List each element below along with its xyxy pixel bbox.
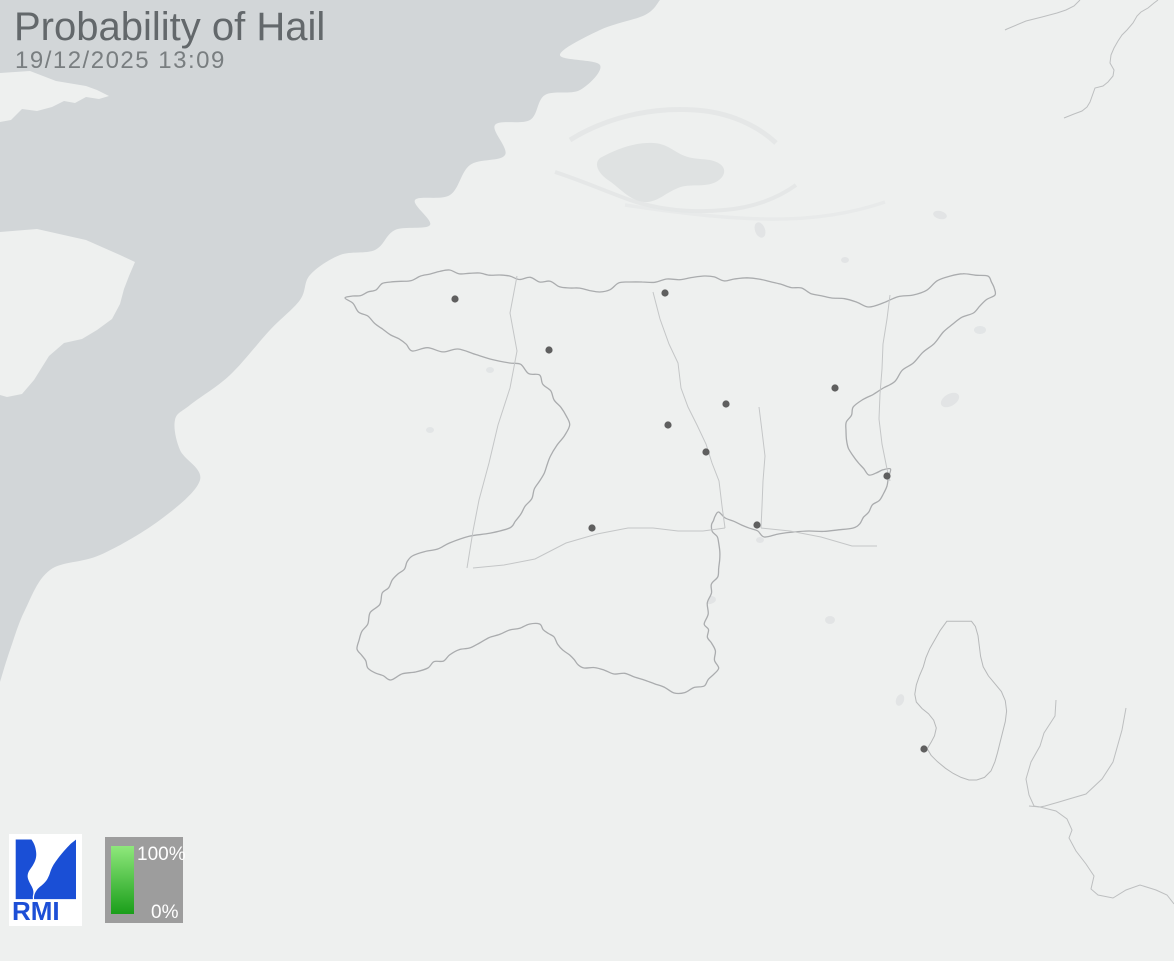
- svg-text:0%: 0%: [151, 902, 179, 923]
- svg-text:Probability of Hail: Probability of Hail: [14, 5, 325, 49]
- svg-text:RMI: RMI: [12, 896, 60, 926]
- svg-text:19/12/2025 13:09: 19/12/2025 13:09: [15, 47, 226, 74]
- svg-text:100%: 100%: [137, 844, 186, 865]
